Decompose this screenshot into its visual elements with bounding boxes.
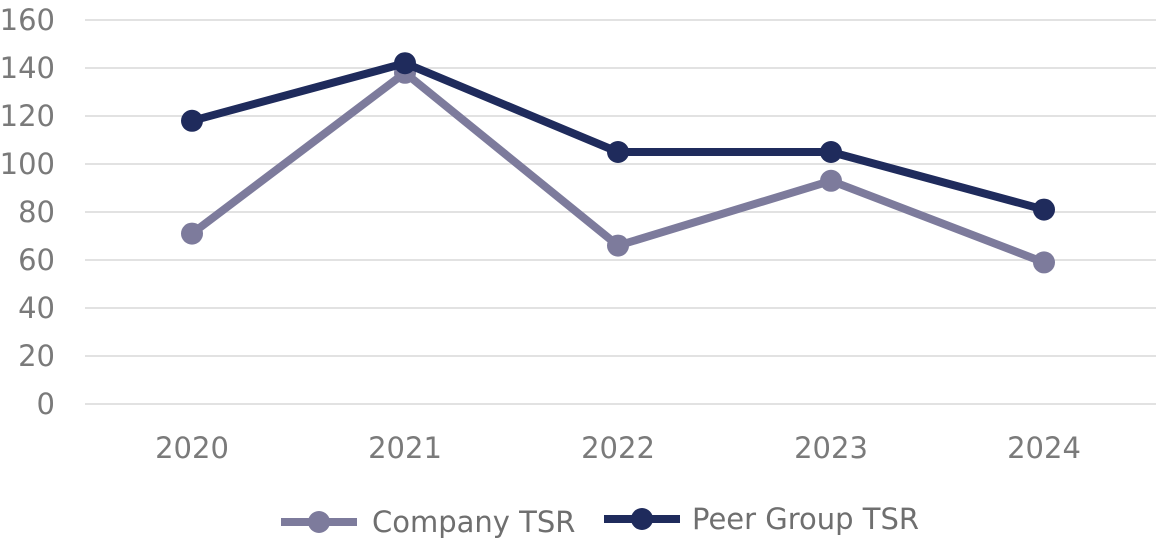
y-tick-label: 120 xyxy=(0,99,55,133)
x-tick-label: 2023 xyxy=(794,431,868,465)
data-point-company-tsr-2020 xyxy=(181,222,203,245)
legend-swatch-marker xyxy=(308,511,330,533)
series-peer-group-tsr xyxy=(181,52,1055,221)
series-company-tsr xyxy=(181,61,1055,274)
data-point-peer-group-tsr-2022 xyxy=(607,141,629,163)
data-point-peer-group-tsr-2023 xyxy=(820,141,842,163)
data-point-peer-group-tsr-2024 xyxy=(1033,198,1055,221)
x-axis-ticks: 2020 2021 2022 2023 2024 xyxy=(155,431,1081,465)
x-tick-label: 2021 xyxy=(368,431,442,465)
y-tick-label: 160 xyxy=(0,3,55,37)
series-line-company-tsr xyxy=(188,68,1048,267)
x-tick-label: 2020 xyxy=(155,431,229,465)
y-tick-label: 80 xyxy=(18,195,55,229)
data-point-peer-group-tsr-2020 xyxy=(181,109,203,132)
x-tick-label: 2022 xyxy=(581,431,655,465)
legend-swatch-marker xyxy=(631,508,653,530)
legend-label: Peer Group TSR xyxy=(692,502,919,536)
y-tick-label: 0 xyxy=(37,387,55,421)
legend-item-company-tsr: Company TSR xyxy=(281,505,575,539)
y-tick-label: 100 xyxy=(0,147,55,181)
x-tick-label: 2024 xyxy=(1007,431,1081,465)
data-point-company-tsr-2022 xyxy=(607,234,629,257)
y-tick-label: 20 xyxy=(18,339,55,373)
y-tick-label: 40 xyxy=(18,291,55,325)
y-tick-label: 140 xyxy=(0,51,55,85)
data-point-company-tsr-2023 xyxy=(820,169,842,192)
data-point-peer-group-tsr-2021 xyxy=(394,52,416,75)
legend-item-peer-group-tsr: Peer Group TSR xyxy=(604,502,919,536)
legend: Company TSR Peer Group TSR xyxy=(281,502,919,539)
y-tick-label: 60 xyxy=(18,243,55,277)
series-lines xyxy=(181,52,1055,274)
data-point-company-tsr-2024 xyxy=(1033,251,1055,274)
gridlines xyxy=(85,19,1156,405)
y-axis-ticks: 0 20 40 60 80 100 120 140 160 xyxy=(0,3,55,421)
legend-label: Company TSR xyxy=(372,505,575,539)
